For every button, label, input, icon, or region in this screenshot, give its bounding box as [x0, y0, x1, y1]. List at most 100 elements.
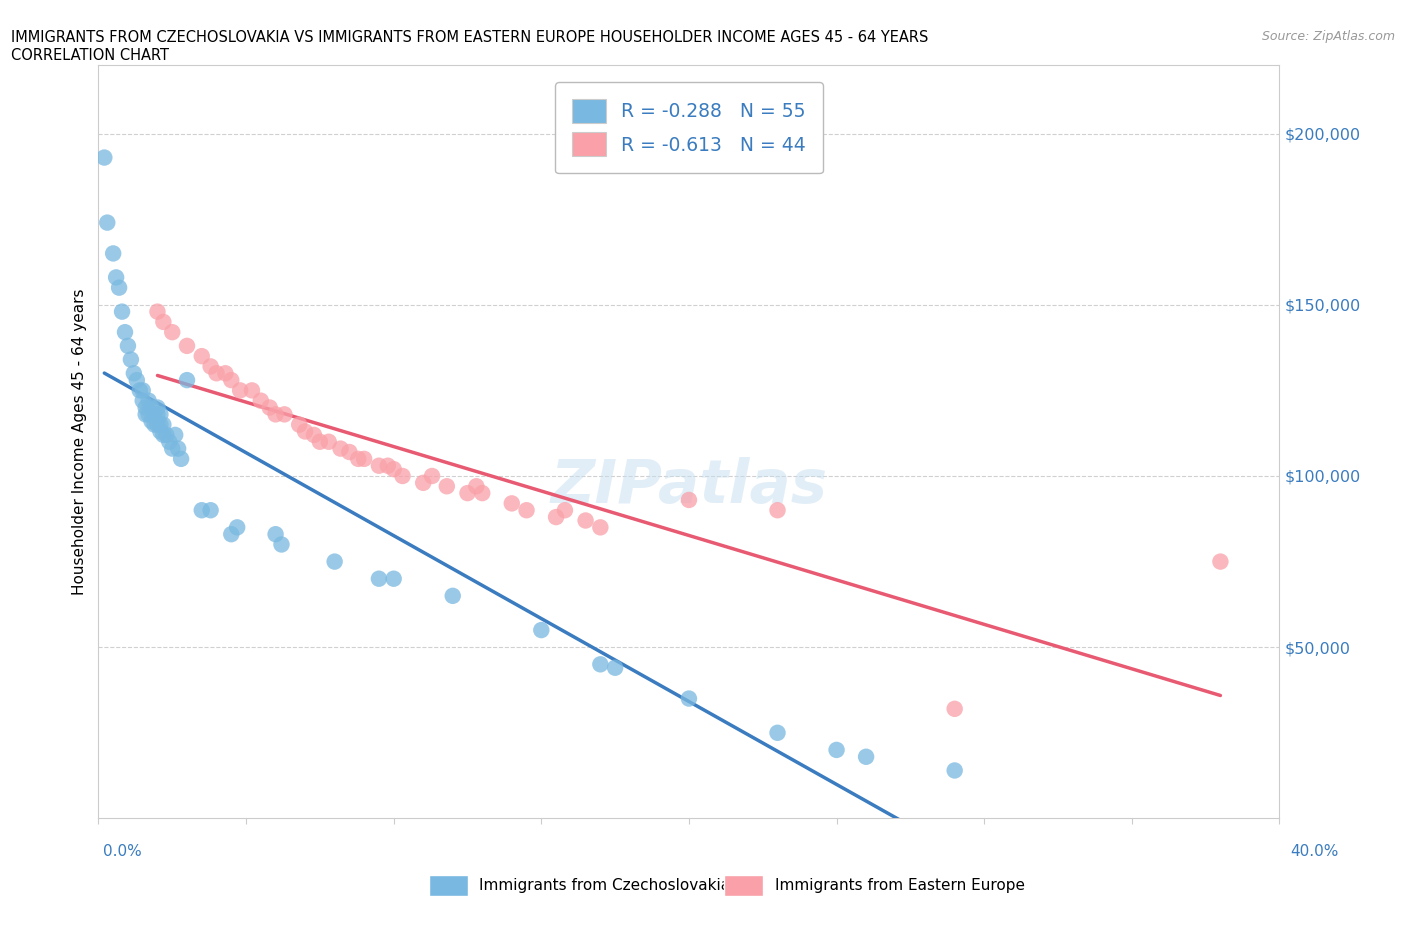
Point [678, 493, 700, 508]
Point [141, 400, 163, 415]
Point [353, 451, 375, 466]
Point [270, 537, 292, 551]
Point [294, 424, 316, 439]
Point [530, 623, 553, 638]
Text: 40.0%: 40.0% [1291, 844, 1339, 858]
Point [146, 304, 169, 319]
Point [329, 441, 352, 456]
Point [132, 393, 155, 408]
Point [191, 503, 214, 518]
Point [221, 526, 243, 541]
Text: Immigrants from Eastern Europe: Immigrants from Eastern Europe [775, 878, 1025, 893]
Point [132, 383, 155, 398]
Point [264, 407, 287, 422]
Point [943, 763, 966, 777]
Point [120, 352, 142, 367]
Point [117, 339, 139, 353]
Text: IMMIGRANTS FROM CZECHOSLOVAKIA VS IMMIGRANTS FROM EASTERN EUROPE HOUSEHOLDER INC: IMMIGRANTS FROM CZECHOSLOVAKIA VS IMMIGR… [11, 30, 928, 45]
Point [855, 750, 877, 764]
Point [125, 373, 148, 388]
Point [240, 383, 263, 398]
Point [412, 475, 434, 490]
Text: ZIPatlas: ZIPatlas [550, 458, 828, 516]
Point [176, 373, 198, 388]
Point [943, 701, 966, 716]
Point [273, 407, 295, 422]
Point [554, 503, 576, 518]
Point [138, 407, 160, 422]
Point [141, 414, 163, 429]
Point [146, 400, 169, 415]
Point [678, 691, 700, 706]
Point [1209, 554, 1232, 569]
Point [339, 445, 361, 459]
Point [152, 428, 174, 443]
Y-axis label: Householder Income Ages 45 - 64 years: Householder Income Ages 45 - 64 years [72, 288, 87, 595]
Point [825, 742, 848, 757]
Point [441, 589, 464, 604]
Point [575, 513, 598, 528]
Point [471, 485, 494, 500]
Point [135, 407, 157, 422]
Point [200, 359, 222, 374]
Point [605, 660, 627, 675]
Point [96, 215, 118, 230]
Point [111, 304, 134, 319]
Point [309, 434, 332, 449]
Point [465, 479, 488, 494]
Point [122, 365, 145, 380]
Point [382, 461, 405, 476]
Point [143, 418, 166, 432]
Point [152, 314, 174, 329]
Point [501, 496, 523, 511]
Point [288, 418, 311, 432]
Point [391, 469, 413, 484]
Point [167, 441, 190, 456]
Point [146, 418, 169, 432]
Text: Immigrants from Czechoslovakia: Immigrants from Czechoslovakia [479, 878, 731, 893]
Point [135, 400, 157, 415]
Point [143, 407, 166, 422]
Point [138, 393, 160, 408]
Point [170, 451, 193, 466]
Point [264, 526, 287, 541]
Point [457, 485, 479, 500]
Point [766, 725, 789, 740]
Point [589, 657, 612, 671]
Point [200, 503, 222, 518]
Point [302, 428, 325, 443]
Point [377, 458, 399, 473]
Point [368, 458, 391, 473]
Point [146, 407, 169, 422]
Point [128, 383, 150, 398]
Point [157, 434, 180, 449]
Point [318, 434, 340, 449]
Text: Source: ZipAtlas.com: Source: ZipAtlas.com [1261, 30, 1395, 43]
Point [105, 270, 128, 285]
Text: 0.0%: 0.0% [103, 844, 142, 858]
Point [108, 280, 131, 295]
Point [420, 469, 443, 484]
Point [589, 520, 612, 535]
Point [323, 554, 346, 569]
Point [221, 373, 243, 388]
Point [155, 428, 177, 443]
Point [165, 428, 187, 443]
Point [152, 418, 174, 432]
Point [149, 407, 172, 422]
Legend: R = -0.288   N = 55, R = -0.613   N = 44: R = -0.288 N = 55, R = -0.613 N = 44 [555, 82, 823, 173]
Point [191, 349, 214, 364]
Point [176, 339, 198, 353]
Point [382, 571, 405, 586]
Point [162, 325, 183, 339]
Point [114, 325, 136, 339]
Point [766, 503, 789, 518]
Text: CORRELATION CHART: CORRELATION CHART [11, 48, 169, 63]
Point [229, 383, 252, 398]
Point [226, 520, 249, 535]
Point [250, 393, 273, 408]
Point [149, 418, 172, 432]
Point [103, 246, 125, 260]
Point [259, 400, 281, 415]
Point [93, 150, 115, 165]
